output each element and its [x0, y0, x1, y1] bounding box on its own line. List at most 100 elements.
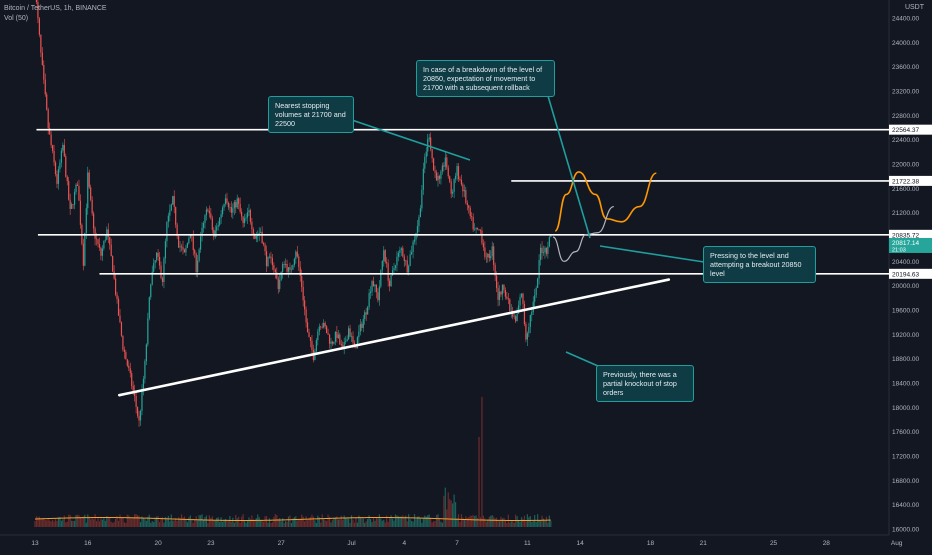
support-trendline[interactable]	[117, 278, 671, 397]
candle-body[interactable]	[374, 284, 376, 287]
candle-body[interactable]	[129, 368, 131, 374]
candle-body[interactable]	[513, 316, 515, 317]
candle-body[interactable]	[535, 287, 537, 296]
candle-body[interactable]	[413, 239, 416, 242]
candle-body[interactable]	[261, 231, 263, 244]
candle-body[interactable]	[136, 406, 139, 416]
candle-body[interactable]	[509, 299, 511, 312]
candle-body[interactable]	[192, 236, 194, 251]
candle-body[interactable]	[422, 168, 424, 190]
candle-body[interactable]	[337, 334, 339, 338]
candle-body[interactable]	[478, 229, 480, 230]
candle-body[interactable]	[386, 262, 388, 264]
candle-body[interactable]	[326, 326, 328, 334]
candle-body[interactable]	[44, 79, 46, 95]
candle-body[interactable]	[123, 349, 125, 353]
candle-body[interactable]	[396, 256, 398, 266]
candle-body[interactable]	[251, 221, 253, 230]
candle-body[interactable]	[208, 211, 210, 214]
candle-body[interactable]	[475, 227, 477, 230]
projection-orange-path[interactable]	[554, 171, 657, 232]
candle-body[interactable]	[402, 248, 404, 257]
candle-body[interactable]	[389, 280, 391, 287]
candle-body[interactable]	[226, 198, 228, 203]
candle-body[interactable]	[295, 251, 297, 259]
candle-body[interactable]	[82, 243, 84, 266]
candle-body[interactable]	[446, 157, 448, 168]
candle-body[interactable]	[440, 171, 442, 179]
candle-body[interactable]	[537, 278, 539, 288]
candle-body[interactable]	[444, 157, 446, 167]
candle-body[interactable]	[249, 210, 252, 222]
candle-body[interactable]	[122, 335, 124, 350]
candle-body[interactable]	[141, 389, 143, 411]
candle-body[interactable]	[296, 251, 298, 257]
candle-body[interactable]	[318, 326, 320, 332]
candle-body[interactable]	[147, 318, 149, 345]
candle-body[interactable]	[195, 253, 197, 272]
candle-body[interactable]	[205, 209, 208, 216]
candle-body[interactable]	[230, 207, 232, 213]
candle-body[interactable]	[430, 137, 432, 150]
candle-body[interactable]	[216, 226, 218, 231]
candle-body[interactable]	[362, 318, 364, 328]
candle-body[interactable]	[255, 236, 257, 239]
candle-body[interactable]	[415, 233, 417, 240]
candle-body[interactable]	[324, 322, 326, 327]
candle-body[interactable]	[424, 157, 426, 169]
candle-body[interactable]	[460, 179, 463, 185]
candle-body[interactable]	[493, 246, 495, 265]
candle-body[interactable]	[302, 287, 304, 301]
candle-body[interactable]	[375, 284, 378, 293]
candle-body[interactable]	[233, 202, 235, 209]
candle-body[interactable]	[397, 252, 400, 257]
candle-body[interactable]	[279, 279, 281, 289]
candle-body[interactable]	[164, 241, 167, 259]
candle-body[interactable]	[287, 267, 290, 272]
candle-body[interactable]	[103, 240, 105, 249]
candle-body[interactable]	[545, 247, 548, 254]
candle-body[interactable]	[345, 341, 347, 343]
candle-body[interactable]	[365, 312, 367, 315]
candle-body[interactable]	[534, 295, 536, 302]
candle-body[interactable]	[353, 342, 356, 346]
candle-body[interactable]	[62, 144, 64, 151]
candle-body[interactable]	[198, 249, 200, 261]
candle-body[interactable]	[116, 294, 118, 300]
candle-body[interactable]	[185, 247, 187, 253]
candle-body[interactable]	[438, 175, 441, 179]
candle-body[interactable]	[474, 229, 476, 230]
candle-body[interactable]	[343, 342, 345, 350]
candle-body[interactable]	[403, 256, 405, 262]
candle-body[interactable]	[211, 218, 213, 230]
candle-body[interactable]	[503, 284, 505, 290]
candle-body[interactable]	[428, 137, 430, 140]
candle-body[interactable]	[383, 250, 385, 261]
candle-body[interactable]	[507, 298, 509, 300]
candle-body[interactable]	[346, 339, 348, 342]
candle-body[interactable]	[245, 217, 247, 219]
candle-body[interactable]	[457, 166, 460, 180]
candle-body[interactable]	[90, 187, 92, 200]
candle-body[interactable]	[176, 224, 178, 236]
candle-body[interactable]	[114, 278, 117, 295]
candle-body[interactable]	[158, 256, 161, 266]
candle-body[interactable]	[416, 226, 419, 234]
candle-body[interactable]	[447, 167, 449, 177]
candle-body[interactable]	[352, 336, 354, 343]
candle-body[interactable]	[85, 208, 87, 233]
candle-body[interactable]	[522, 293, 524, 304]
candle-body[interactable]	[515, 316, 517, 322]
candle-body[interactable]	[541, 247, 543, 253]
candle-body[interactable]	[339, 334, 341, 344]
candle-body[interactable]	[469, 207, 471, 217]
candle-body[interactable]	[340, 343, 342, 346]
candle-body[interactable]	[459, 179, 461, 180]
candle-body[interactable]	[286, 263, 288, 272]
candle-body[interactable]	[510, 310, 512, 312]
candle-body[interactable]	[421, 189, 423, 209]
candle-body[interactable]	[239, 203, 241, 212]
candle-body[interactable]	[328, 334, 331, 344]
candle-body[interactable]	[128, 365, 130, 369]
candle-body[interactable]	[57, 169, 60, 184]
